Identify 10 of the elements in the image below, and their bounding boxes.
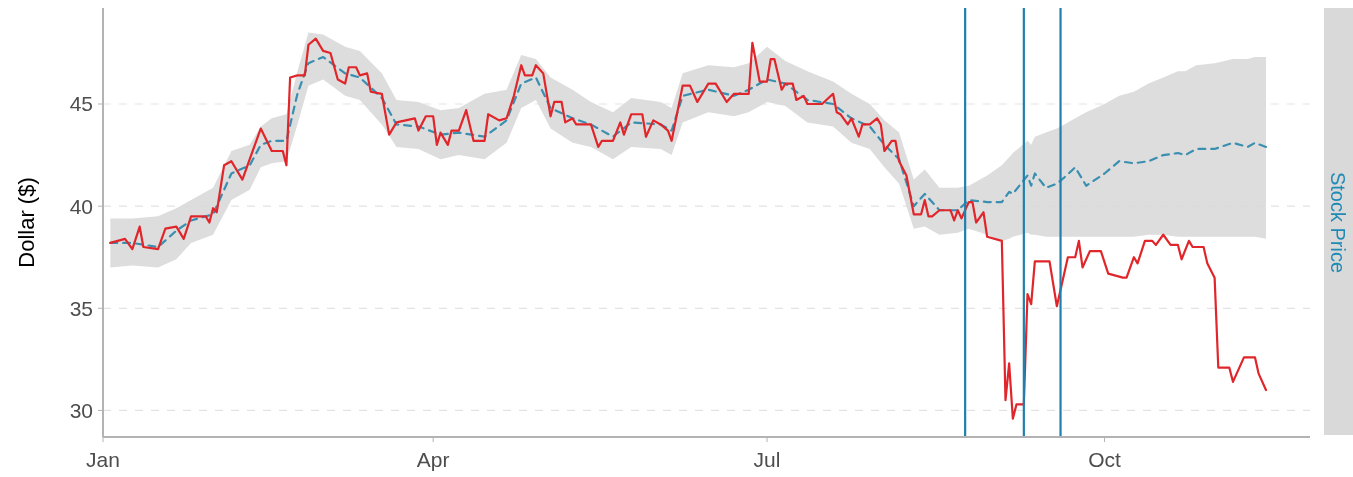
- y-tick-label: 45: [69, 92, 93, 116]
- text: Stock Price: [1327, 171, 1349, 274]
- y-tick-label: 30: [69, 398, 93, 422]
- y-axis-title: Dollar ($): [14, 177, 39, 268]
- y-tick-label: 40: [69, 194, 93, 218]
- x-tick-label: Jan: [86, 448, 120, 471]
- x-tick-label: Oct: [1088, 448, 1122, 471]
- y-tick-label: 35: [69, 296, 93, 320]
- x-tick-label: Jul: [753, 448, 781, 471]
- x-tick-label: Apr: [416, 448, 450, 471]
